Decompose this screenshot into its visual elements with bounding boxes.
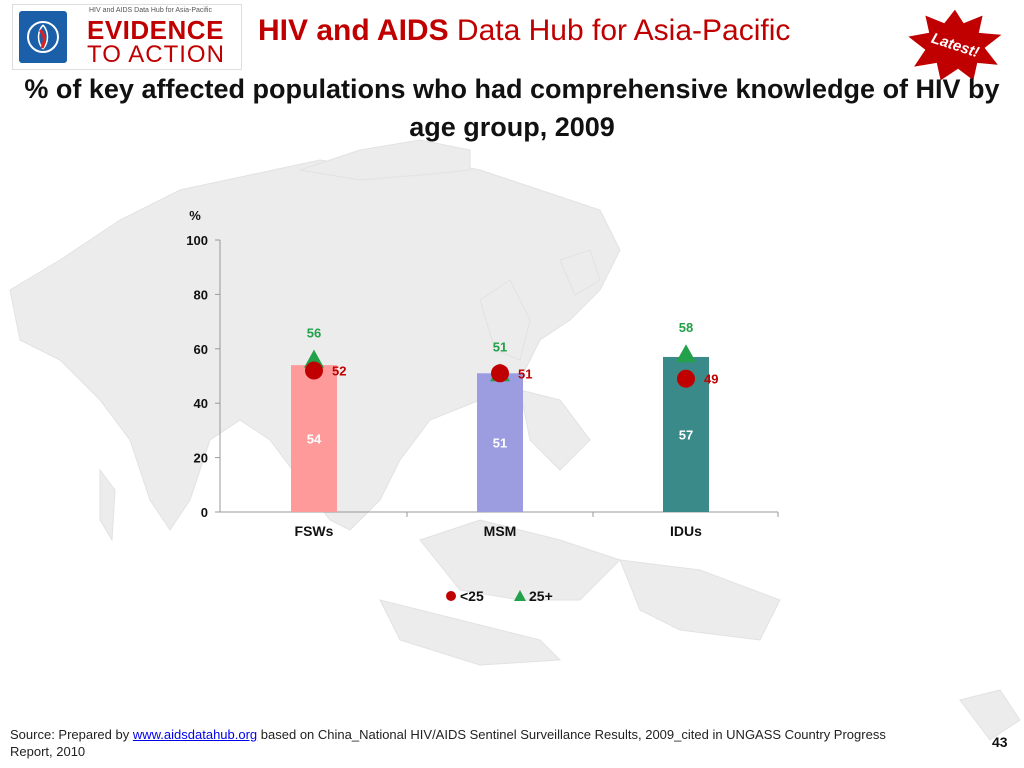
logo-to-action-text: TO ACTION bbox=[87, 41, 225, 68]
logo-tagline: HIV and AIDS Data Hub for Asia-Pacific bbox=[89, 7, 212, 14]
un-emblem-icon bbox=[19, 11, 67, 63]
marker-25plus-label: 58 bbox=[679, 320, 693, 335]
x-tick-label: FSWs bbox=[295, 523, 334, 539]
bar-value-label: 57 bbox=[679, 427, 693, 442]
latest-badge-icon: Latest! bbox=[903, 6, 1007, 84]
x-tick-label: MSM bbox=[484, 523, 517, 539]
bar-fsws bbox=[291, 365, 337, 512]
source-link[interactable]: www.aidsdatahub.org bbox=[132, 727, 258, 742]
y-tick-label: 0 bbox=[201, 505, 208, 520]
source-prefix: Source: Prepared by bbox=[10, 727, 133, 742]
page-number: 43 bbox=[992, 734, 1008, 750]
bar-value-label: 54 bbox=[307, 432, 322, 447]
header-bar: HIV and AIDS Data Hub for Asia-Pacific E… bbox=[0, 0, 1024, 84]
marker-25plus-label: 56 bbox=[307, 326, 321, 341]
logo-evidence-text: EVIDENCE bbox=[87, 15, 224, 45]
y-tick-label: 60 bbox=[194, 342, 208, 357]
marker-under25-label: 52 bbox=[332, 364, 346, 379]
y-tick-label: 80 bbox=[194, 287, 208, 302]
legend-25plus-label: 25+ bbox=[529, 588, 553, 604]
legend-25plus-marker bbox=[514, 590, 526, 601]
header-title-rest: Data Hub for Asia-Pacific bbox=[448, 14, 791, 47]
bar-value-label: 51 bbox=[493, 436, 507, 451]
header-title-bold: HIV and AIDS bbox=[258, 14, 449, 47]
marker-under25-label: 49 bbox=[704, 372, 718, 387]
legend-under25-marker bbox=[446, 591, 456, 601]
bar-msm bbox=[477, 373, 523, 512]
marker-25plus-idus bbox=[676, 344, 696, 363]
y-axis-label: % bbox=[189, 208, 201, 223]
legend-under25-label: <25 bbox=[460, 588, 484, 604]
y-tick-label: 40 bbox=[194, 396, 208, 411]
x-tick-label: IDUs bbox=[670, 523, 702, 539]
source-note: Source: Prepared by www.aidsdatahub.org … bbox=[10, 726, 930, 760]
source-suffix: based on China_National HIV/AIDS Sentine… bbox=[10, 727, 886, 759]
marker-under25-fsws bbox=[305, 361, 323, 380]
marker-under25-idus bbox=[677, 369, 695, 388]
evidence-to-action-logo[interactable]: HIV and AIDS Data Hub for Asia-Pacific E… bbox=[12, 4, 242, 70]
page-title: % of key affected populations who had co… bbox=[24, 74, 1000, 142]
marker-under25-label: 51 bbox=[518, 366, 532, 381]
y-tick-label: 20 bbox=[194, 451, 208, 466]
header-title: HIV and AIDS Data Hub for Asia-Pacific bbox=[258, 14, 790, 48]
y-tick-label: 100 bbox=[186, 233, 208, 248]
marker-25plus-label: 51 bbox=[493, 339, 507, 354]
marker-under25-msm bbox=[491, 364, 509, 383]
